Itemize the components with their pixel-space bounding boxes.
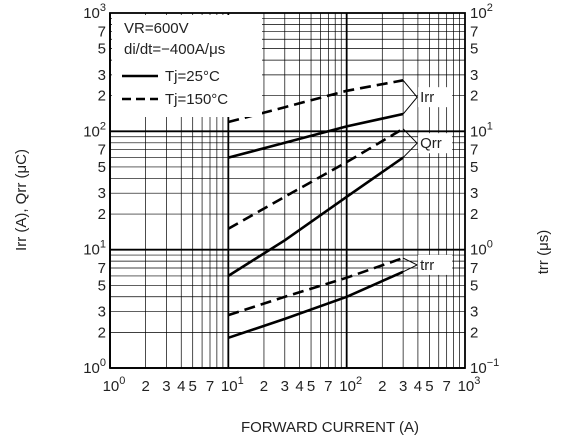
series-trr-tj150	[227, 256, 404, 317]
y-left-tick-label: 5	[98, 277, 106, 294]
legend-label: Tj=150°C	[165, 91, 228, 108]
y-right-tick-label: 7	[470, 23, 478, 40]
series-trr-tj25	[227, 270, 404, 340]
y-right-tick-label: 3	[470, 67, 478, 84]
curve-labels: Irr Qrr trr	[402, 79, 453, 275]
condition-label: di/dt=−400A/μs	[124, 41, 225, 58]
y-left-tick-label: 2	[98, 324, 106, 341]
curve-label-qrr: Qrr	[420, 135, 442, 152]
x-tick-label: 101	[221, 375, 244, 395]
x-tick-label: 7	[324, 378, 332, 395]
y-left-tick-label: 7	[98, 142, 106, 159]
curve-label-leader	[402, 257, 418, 266]
y-right-tick-label: 2	[470, 324, 478, 341]
curve-label-trr: trr	[420, 257, 434, 274]
x-tick-label: 5	[189, 378, 197, 395]
condition-label: VR=600V	[124, 20, 189, 37]
curve-label-leader	[402, 96, 418, 115]
curve-label-background	[418, 254, 453, 275]
x-tick-label: 4	[295, 378, 303, 395]
y-right-tick-label: 3	[470, 304, 478, 321]
x-tick-label: 3	[162, 378, 170, 395]
y-right-tick-label: 102	[470, 2, 493, 22]
y-left-tick-label: 3	[98, 304, 106, 321]
x-tick-label: 5	[307, 378, 315, 395]
y-left-tick-label: 7	[98, 23, 106, 40]
curve-label-leader	[402, 79, 418, 98]
plot-frame	[109, 12, 466, 369]
y-right-tick-label: 101	[470, 120, 493, 140]
y-left-tick-label: 2	[98, 88, 106, 105]
x-tick-label: 3	[281, 378, 289, 395]
x-tick-label: 7	[442, 378, 450, 395]
curve-label-leader	[402, 264, 418, 273]
y-right-tick-label: 100	[470, 239, 493, 259]
curve-label-leader	[402, 128, 418, 144]
x-tick-label: 5	[425, 378, 433, 395]
y-right-tick-label: 3	[470, 185, 478, 202]
y-left-tick-label: 102	[83, 120, 106, 140]
curve-label-background	[418, 133, 453, 154]
curve-label-irr: Irr	[420, 89, 434, 106]
curve-label-leader	[402, 142, 418, 158]
x-tick-label: 4	[414, 378, 422, 395]
x-axis-label: FORWARD CURRENT (A)	[241, 419, 419, 436]
y-left-tick-label: 3	[98, 185, 106, 202]
y-left-tick-label: 100	[83, 357, 106, 377]
series-irr-tj25	[227, 112, 404, 159]
y-left-tick-label: 101	[83, 239, 106, 259]
y-left-axis-label: Irr (A), Qrr (μC)	[13, 149, 30, 251]
y-right-tick-label: 7	[470, 142, 478, 159]
x-tick-label: 2	[260, 378, 268, 395]
y-right-tick-label: 5	[470, 159, 478, 176]
x-tick-labels: 100 2 3 4 5 7 101 2 3 4 5 7 102 2 3 4 5 7 103	[103, 375, 481, 395]
x-tick-label: 3	[399, 378, 407, 395]
y-left-tick-label: 3	[98, 67, 106, 84]
y-left-tick-label: 5	[98, 41, 106, 58]
x-tick-label: 7	[206, 378, 214, 395]
x-tick-label: 100	[103, 375, 126, 395]
curve-label-background	[418, 87, 453, 108]
y-right-tick-label: 2	[470, 206, 478, 223]
y-left-tick-label: 2	[98, 206, 106, 223]
x-tick-label: 103	[458, 375, 481, 395]
y-right-tick-label: 5	[470, 277, 478, 294]
legend: VR=600V di/dt=−400A/μs Tj=25°C Tj=150°C	[112, 15, 262, 117]
x-tick-label: 102	[339, 375, 362, 395]
series-irr-tj150	[227, 79, 404, 124]
legend-label: Tj=25°C	[165, 68, 220, 85]
y-right-tick-label: 10−1	[470, 357, 499, 377]
x-tick-label: 2	[141, 378, 149, 395]
series-qrr-tj25	[227, 156, 404, 277]
y-left-tick-label: 7	[98, 260, 106, 277]
y-left-tick-label: 103	[83, 2, 106, 22]
x-tick-label: 4	[177, 378, 185, 395]
x-tick-label: 2	[378, 378, 386, 395]
series-layer	[227, 79, 404, 340]
y-left-tick-label: 5	[98, 159, 106, 176]
y-right-axis-label: trr (μs)	[535, 230, 552, 274]
y-right-tick-label: 7	[470, 260, 478, 277]
y-right-tick-label: 2	[470, 88, 478, 105]
y-right-tick-label: 5	[470, 41, 478, 58]
